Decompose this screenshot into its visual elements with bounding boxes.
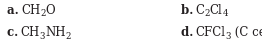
Text: a.: a.: [7, 4, 21, 17]
Text: 3: 3: [40, 32, 45, 41]
Text: 2: 2: [40, 9, 46, 18]
Text: CFCl: CFCl: [195, 26, 225, 39]
Text: b.: b.: [181, 4, 195, 17]
Text: C: C: [195, 4, 204, 17]
Text: Cl: Cl: [210, 4, 222, 17]
Text: c.: c.: [7, 26, 21, 39]
Text: (C central): (C central): [231, 26, 262, 39]
Text: 4: 4: [222, 9, 228, 18]
Text: O: O: [46, 4, 56, 17]
Text: 3: 3: [225, 32, 231, 41]
Text: 2: 2: [204, 9, 210, 18]
Text: NH: NH: [45, 26, 66, 39]
Text: CH: CH: [21, 26, 40, 39]
Text: CH: CH: [21, 4, 40, 17]
Text: d.: d.: [181, 26, 195, 39]
Text: 2: 2: [66, 32, 71, 41]
